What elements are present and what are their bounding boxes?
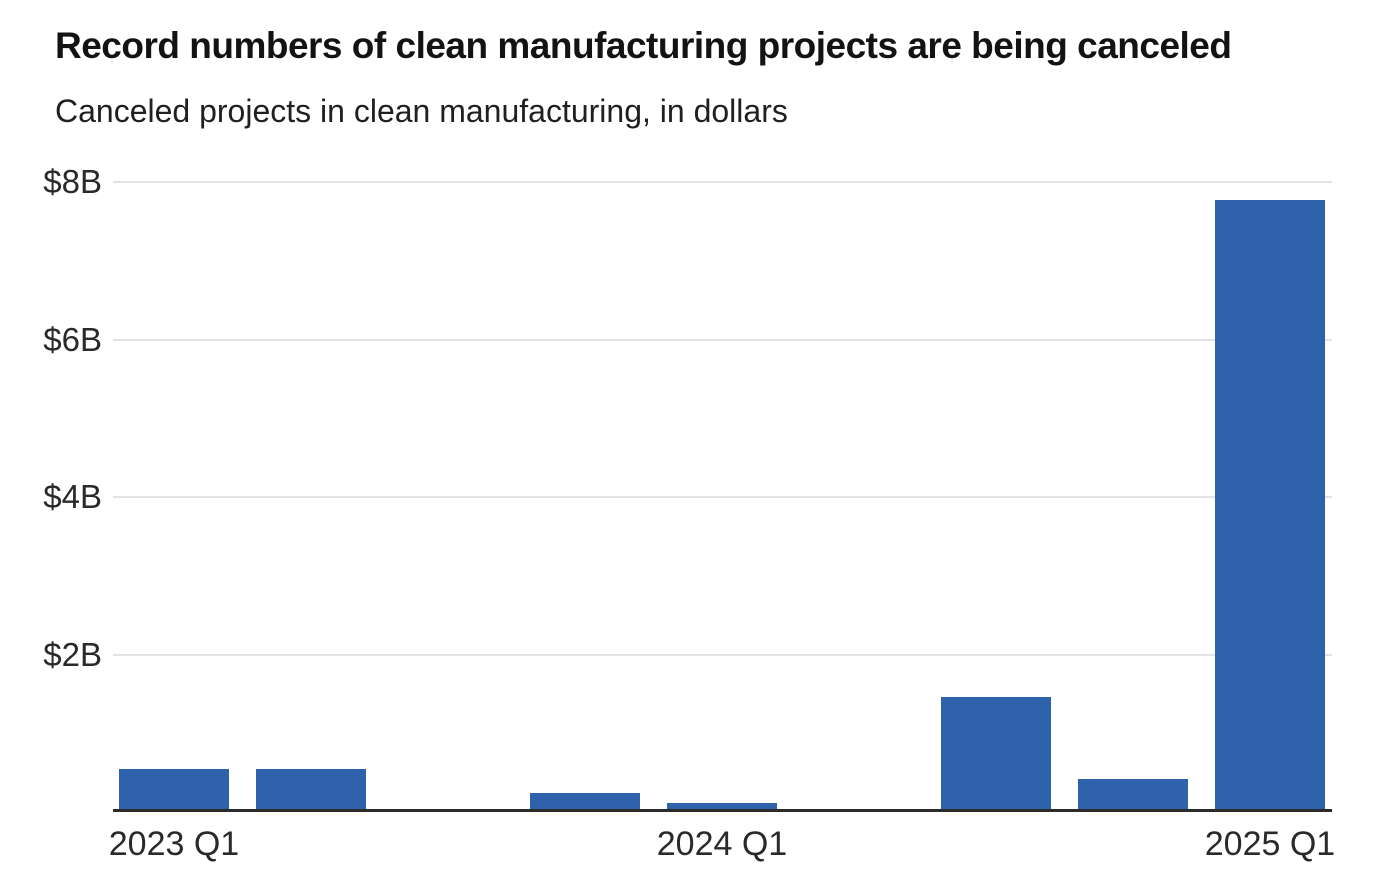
bar-2023-q4 — [530, 793, 640, 809]
gridline — [113, 338, 1332, 341]
y-tick-label: $4B — [43, 478, 102, 515]
bar-2024-q1 — [667, 802, 777, 809]
y-tick-label: $6B — [43, 320, 102, 358]
x-tick-label: 2024 Q1 — [656, 825, 788, 863]
y-tick-label: $8B — [43, 163, 102, 200]
bar-2024-q4 — [1078, 779, 1188, 809]
plot-area: $2B $4B $6B $8B 2023 Q1 2024 Q1 2025 Q1 — [43, 163, 1335, 863]
bar-2023-q1 — [119, 768, 229, 809]
x-tick-label: 2025 Q1 — [1204, 825, 1336, 863]
bar-2025-q1 — [1215, 200, 1325, 809]
x-tick-label: 2023 Q1 — [108, 825, 240, 863]
bar-2023-q2 — [256, 768, 366, 809]
bar-2024-q3 — [941, 697, 1051, 809]
gridline — [113, 181, 1332, 183]
gridline — [113, 653, 1332, 656]
chart-subtitle: Canceled projects in clean manufacturing… — [55, 93, 788, 129]
gridline — [113, 496, 1332, 498]
y-tick-label: $2B — [43, 635, 102, 673]
chart-title: Record numbers of clean manufacturing pr… — [55, 25, 1232, 66]
